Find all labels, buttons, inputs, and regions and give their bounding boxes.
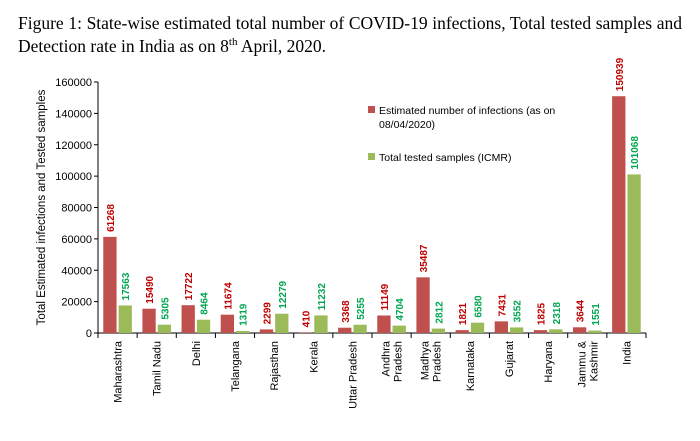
bar bbox=[220, 314, 234, 333]
bar bbox=[103, 236, 117, 333]
data-label: 2812 bbox=[434, 301, 445, 324]
x-tick-label: India bbox=[621, 340, 633, 365]
data-label: 11674 bbox=[223, 282, 234, 310]
data-label: 2299 bbox=[262, 302, 273, 325]
data-label: 101068 bbox=[630, 136, 641, 170]
bar bbox=[181, 305, 195, 333]
x-tick-label: Uttar Pradesh bbox=[347, 341, 359, 409]
bar bbox=[392, 325, 406, 333]
bar bbox=[455, 330, 469, 333]
data-label: 2318 bbox=[552, 302, 563, 325]
y-tick-label: 140000 bbox=[55, 108, 92, 120]
x-tick-label: Delhi bbox=[191, 341, 203, 366]
legend-label: Total tested samples (ICMR) bbox=[379, 152, 511, 164]
y-tick-label: 40000 bbox=[61, 265, 92, 277]
data-label: 5305 bbox=[160, 297, 171, 320]
data-label: 8464 bbox=[200, 292, 211, 315]
x-tick-label: Gujarat bbox=[504, 341, 516, 377]
data-label: 6580 bbox=[474, 295, 485, 318]
x-tick-label: Karnataka bbox=[465, 340, 477, 391]
bar bbox=[236, 330, 250, 333]
x-tick-label: Pradesh bbox=[432, 341, 444, 382]
data-label: 3552 bbox=[513, 300, 524, 323]
legend-label: 08/04/2020) bbox=[379, 119, 435, 131]
data-label: 3644 bbox=[576, 300, 587, 323]
bar bbox=[314, 315, 328, 333]
data-label: 1319 bbox=[239, 303, 250, 326]
bar bbox=[612, 96, 626, 333]
data-label: 7431 bbox=[497, 294, 508, 317]
figure-caption: Figure 1: State-wise estimated total num… bbox=[18, 12, 682, 58]
bar bbox=[353, 324, 367, 333]
data-label: 150939 bbox=[615, 57, 626, 91]
bar bbox=[298, 332, 313, 333]
x-tick-label: Jammu & bbox=[576, 340, 588, 387]
bar bbox=[142, 308, 156, 333]
data-label: 12279 bbox=[278, 280, 289, 308]
bar bbox=[627, 174, 641, 333]
data-label: 1821 bbox=[458, 302, 469, 325]
data-label: 61268 bbox=[106, 204, 117, 232]
x-tick-label: Andhra bbox=[381, 340, 393, 376]
data-label: 11232 bbox=[317, 283, 328, 311]
bar bbox=[533, 330, 548, 333]
legend-label: Estimated number of infections (as on bbox=[379, 105, 555, 117]
caption-text: Figure 1: State-wise estimated total num… bbox=[18, 13, 682, 56]
data-label: 1825 bbox=[536, 302, 547, 325]
bar bbox=[549, 329, 563, 333]
data-label: 17722 bbox=[184, 272, 195, 300]
y-tick-label: 160000 bbox=[55, 77, 92, 89]
x-tick-label: Tamil Nadu bbox=[152, 341, 164, 396]
data-label: 1551 bbox=[591, 303, 602, 326]
y-tick-label: 120000 bbox=[55, 140, 92, 152]
data-label: 410 bbox=[302, 310, 313, 327]
bar bbox=[572, 327, 587, 333]
x-tick-label: Madhya bbox=[420, 340, 432, 380]
bar bbox=[377, 315, 391, 333]
data-label: 3368 bbox=[341, 300, 352, 323]
y-axis-label: Total Estimated infections and Tested sa… bbox=[36, 89, 48, 325]
x-tick-label: Pradesh bbox=[393, 341, 405, 382]
bar bbox=[470, 322, 485, 333]
bar bbox=[196, 319, 211, 333]
bar bbox=[431, 328, 446, 333]
legend-swatch bbox=[368, 106, 375, 113]
data-label: 4704 bbox=[395, 298, 406, 321]
caption-suffix: April, 2020. bbox=[237, 36, 326, 56]
bar bbox=[259, 329, 274, 333]
bar bbox=[510, 327, 524, 333]
bar bbox=[588, 330, 602, 333]
legend-swatch bbox=[368, 153, 375, 160]
bar bbox=[416, 277, 430, 333]
x-tick-label: Rajasthan bbox=[269, 341, 281, 391]
x-tick-label: Telangana bbox=[230, 340, 242, 392]
y-tick-label: 0 bbox=[86, 328, 92, 340]
bar bbox=[118, 305, 132, 333]
bar bbox=[275, 313, 289, 333]
x-tick-label: Maharashtra bbox=[113, 340, 125, 403]
x-tick-label: Kerala bbox=[308, 340, 320, 373]
bar bbox=[338, 327, 352, 333]
y-tick-label: 80000 bbox=[61, 203, 92, 215]
x-tick-label: Haryana bbox=[543, 340, 555, 382]
y-tick-label: 20000 bbox=[61, 297, 92, 309]
data-label: 17563 bbox=[121, 272, 132, 300]
y-tick-label: 100000 bbox=[55, 171, 92, 183]
bar bbox=[157, 324, 172, 333]
data-label: 15490 bbox=[145, 275, 156, 303]
data-label: 11149 bbox=[380, 283, 391, 310]
y-tick-label: 60000 bbox=[61, 234, 92, 246]
bar bbox=[494, 321, 508, 333]
data-label: 5255 bbox=[356, 297, 367, 320]
x-tick-label: Kashmir bbox=[588, 341, 600, 382]
data-label: 35487 bbox=[419, 244, 430, 272]
caption-superscript: th bbox=[228, 36, 238, 49]
